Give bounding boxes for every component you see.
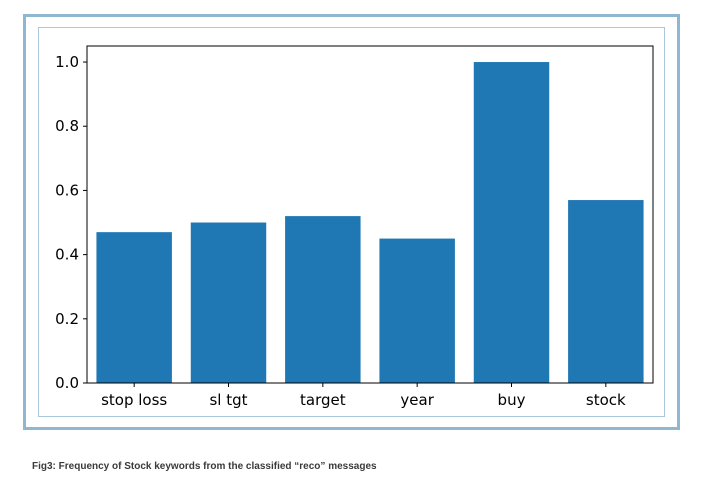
bar-4	[473, 62, 550, 384]
plot-area	[86, 45, 654, 384]
bar-1	[190, 222, 267, 383]
y-tick-label-1: 0.2	[55, 310, 79, 328]
figure-frame-inner	[38, 27, 665, 417]
x-tick-label-1: sl tgt	[209, 391, 247, 409]
y-tick-label-4: 0.8	[55, 117, 79, 135]
x-tick-label-3: year	[400, 391, 434, 409]
y-tick-label-5: 1.0	[55, 53, 79, 71]
bar-0	[96, 232, 172, 383]
x-tick-label-2: target	[300, 391, 346, 409]
x-tick-label-4: buy	[498, 391, 526, 409]
y-tick-label-2: 0.4	[55, 246, 79, 264]
bar-5	[568, 200, 644, 383]
y-tick-label-3: 0.6	[55, 181, 79, 199]
x-tick-label-5: stock	[586, 391, 626, 409]
figure-caption: Fig3: Frequency of Stock keywords from t…	[32, 461, 377, 472]
bar-3	[379, 238, 455, 383]
bar-2	[285, 216, 361, 383]
bars-group	[96, 62, 644, 384]
x-tick-label-0: stop loss	[101, 391, 167, 409]
y-tick-label-0: 0.0	[55, 374, 79, 392]
x-axis: stop loss sl tgt target year buy stock	[101, 383, 626, 409]
y-axis: 0.0 0.2 0.4 0.6 0.8 1.0	[55, 53, 87, 392]
